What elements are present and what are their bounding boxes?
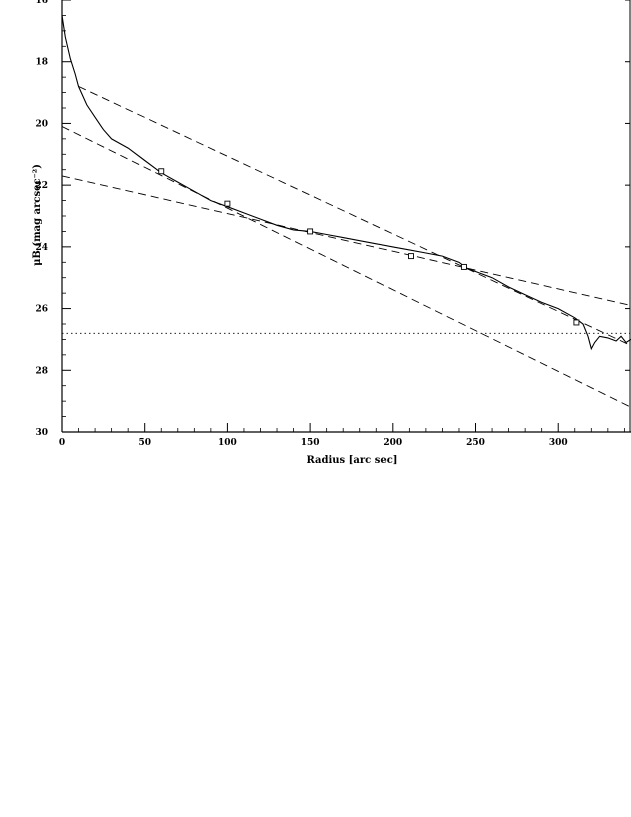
y-axis-title: μB (mag arcsec⁻²) bbox=[32, 164, 43, 266]
plot-frame bbox=[61, 0, 631, 433]
y-tick-label: 28 bbox=[35, 366, 48, 376]
x-tick-label: 50 bbox=[138, 438, 151, 448]
y-tick-label: 20 bbox=[35, 119, 48, 129]
y-tick-label: 22 bbox=[35, 181, 48, 191]
x-tick-label: 300 bbox=[549, 438, 568, 448]
square-marker bbox=[460, 263, 467, 270]
y-axis: 16 18 20 22 24 26 28 30 bbox=[35, 0, 630, 438]
x-tick-label: 0 bbox=[59, 438, 65, 448]
x-axis-title: Radius [arc sec] bbox=[306, 455, 397, 466]
x-tick-label: 150 bbox=[301, 438, 320, 448]
data-series bbox=[61, 15, 631, 408]
profile-line bbox=[61, 15, 631, 351]
square-marker bbox=[307, 228, 314, 235]
square-marker bbox=[408, 253, 414, 260]
x-axis: 0 50 100 150 200 250 300 bbox=[59, 423, 625, 448]
dashed-fit-line-2 bbox=[61, 126, 631, 408]
y-tick-label: 30 bbox=[35, 428, 48, 438]
y-tick-label: 16 bbox=[35, 0, 48, 6]
square-marker bbox=[573, 319, 580, 326]
x-tick-label: 100 bbox=[218, 438, 237, 448]
dashed-fit-line-1 bbox=[78, 85, 631, 347]
square-marker bbox=[158, 168, 165, 175]
x-tick-label: 200 bbox=[383, 438, 402, 448]
y-tick-label: 26 bbox=[35, 305, 48, 315]
y-tick-label: 18 bbox=[35, 58, 48, 68]
dashed-fit-line-3 bbox=[61, 175, 631, 306]
x-tick-label: 250 bbox=[466, 438, 485, 448]
y-tick-label: 24 bbox=[35, 243, 48, 253]
data-markers bbox=[158, 168, 580, 326]
square-marker bbox=[224, 200, 231, 207]
